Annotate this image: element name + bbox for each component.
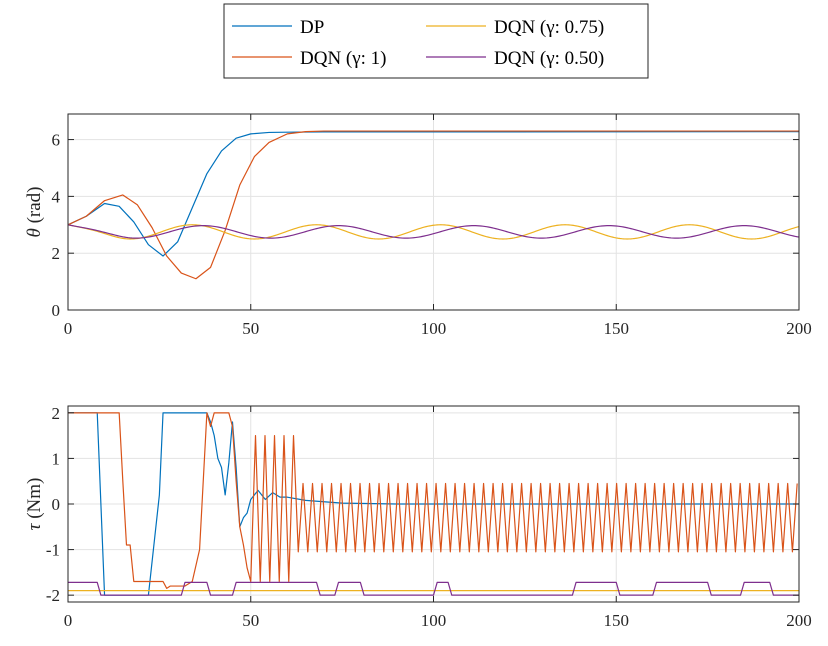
y-tick-label: 2	[52, 244, 61, 263]
torque-ticks: 0 50 100 150 200 -2 -1 0 1 2	[46, 404, 812, 630]
series-line-3	[68, 224, 799, 240]
series-line-4	[68, 581, 799, 596]
y-tick-label: 1	[52, 449, 61, 468]
theta-ylabel: θ (rad)	[24, 186, 45, 237]
theta-series	[68, 130, 799, 280]
legend: DP DQN (γ: 1) DQN (γ: 0.75) DQN (γ: 0.50…	[223, 3, 649, 79]
x-tick-label: 0	[64, 319, 73, 338]
legend-label-dqn-1: DQN (γ: 1)	[300, 48, 387, 69]
y-tick-label: 0	[52, 301, 61, 320]
x-tick-label: 100	[421, 319, 447, 338]
torque-ylabel: τ (Nm)	[24, 478, 45, 531]
x-tick-label: 150	[604, 319, 630, 338]
x-tick-label: 50	[242, 611, 259, 630]
legend-box	[223, 3, 649, 79]
series-line-1	[68, 131, 799, 257]
x-tick-label: 100	[421, 611, 447, 630]
y-tick-label: -1	[46, 541, 60, 560]
y-tick-label: 6	[52, 131, 61, 150]
theta-grid	[68, 114, 799, 311]
x-tick-label: 200	[786, 611, 812, 630]
legend-label-dqn-075: DQN (γ: 0.75)	[494, 17, 604, 38]
torque-plot: 0 50 100 150 200 -2 -1 0 1 2 τ (Nm)	[24, 404, 812, 630]
y-tick-label: -2	[46, 586, 60, 605]
x-tick-label: 200	[786, 319, 812, 338]
y-tick-label: 4	[52, 187, 61, 206]
series-line-4	[68, 224, 799, 239]
torque-series	[68, 412, 799, 596]
legend-label-dqn-050: DQN (γ: 0.50)	[494, 48, 604, 69]
theta-ticks: 0 50 100 150 200 0 2 4 6	[52, 114, 812, 338]
x-tick-label: 150	[604, 611, 630, 630]
legend-label-dp: DP	[300, 17, 324, 38]
series-line-2	[68, 130, 799, 280]
y-tick-label: 2	[52, 404, 61, 423]
series-line-1	[68, 412, 799, 596]
y-tick-label: 0	[52, 495, 61, 514]
series-line-2	[68, 412, 798, 589]
x-tick-label: 50	[242, 319, 259, 338]
theta-plot: 0 50 100 150 200 0 2 4 6 θ (rad)	[24, 113, 812, 338]
x-tick-label: 0	[64, 611, 73, 630]
